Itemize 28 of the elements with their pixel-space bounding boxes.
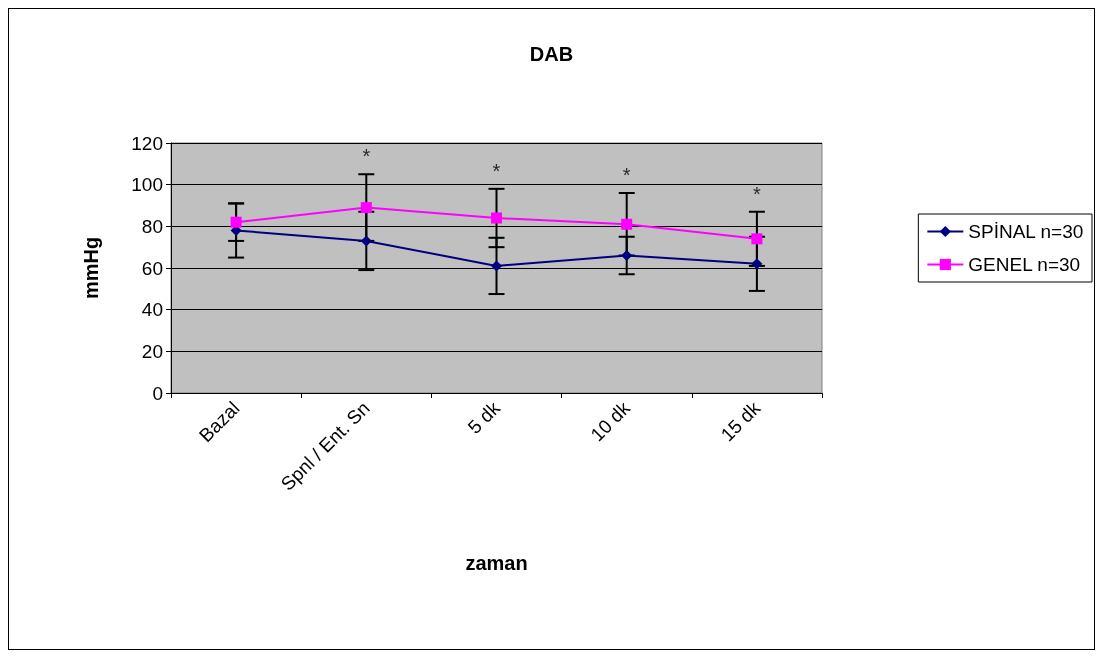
- legend-label: GENEL n=30: [968, 254, 1081, 275]
- y-tick-label: 80: [141, 215, 163, 237]
- point: [751, 258, 763, 270]
- point: [230, 216, 242, 228]
- point: [621, 218, 633, 230]
- y-tick-label: 0: [152, 382, 163, 404]
- y-tick-label: 120: [131, 132, 163, 154]
- point: [491, 260, 502, 272]
- x-tick-label: 15 dk: [716, 397, 765, 446]
- point: [751, 233, 763, 245]
- x-tick-label: 10 dk: [586, 397, 635, 446]
- annotation: *: [753, 182, 761, 205]
- x-tick-label: 5 dk: [463, 397, 505, 438]
- annotation: *: [492, 159, 501, 182]
- annotation: *: [362, 145, 371, 168]
- y-tick-label: 40: [141, 299, 163, 321]
- annotation: *: [622, 164, 631, 186]
- point: [491, 212, 502, 224]
- point: [621, 250, 633, 261]
- y-axis-title: mmHg: [80, 236, 102, 300]
- point: [360, 235, 372, 247]
- legend-label: SPİNAL n=30: [968, 221, 1084, 242]
- y-tick-label: 100: [131, 174, 163, 196]
- point: [360, 202, 372, 214]
- chart-title: DAB: [529, 43, 574, 65]
- x-axis-title: zaman: [465, 552, 528, 574]
- y-tick-label: 60: [141, 257, 163, 279]
- y-tick-label: 20: [141, 340, 163, 362]
